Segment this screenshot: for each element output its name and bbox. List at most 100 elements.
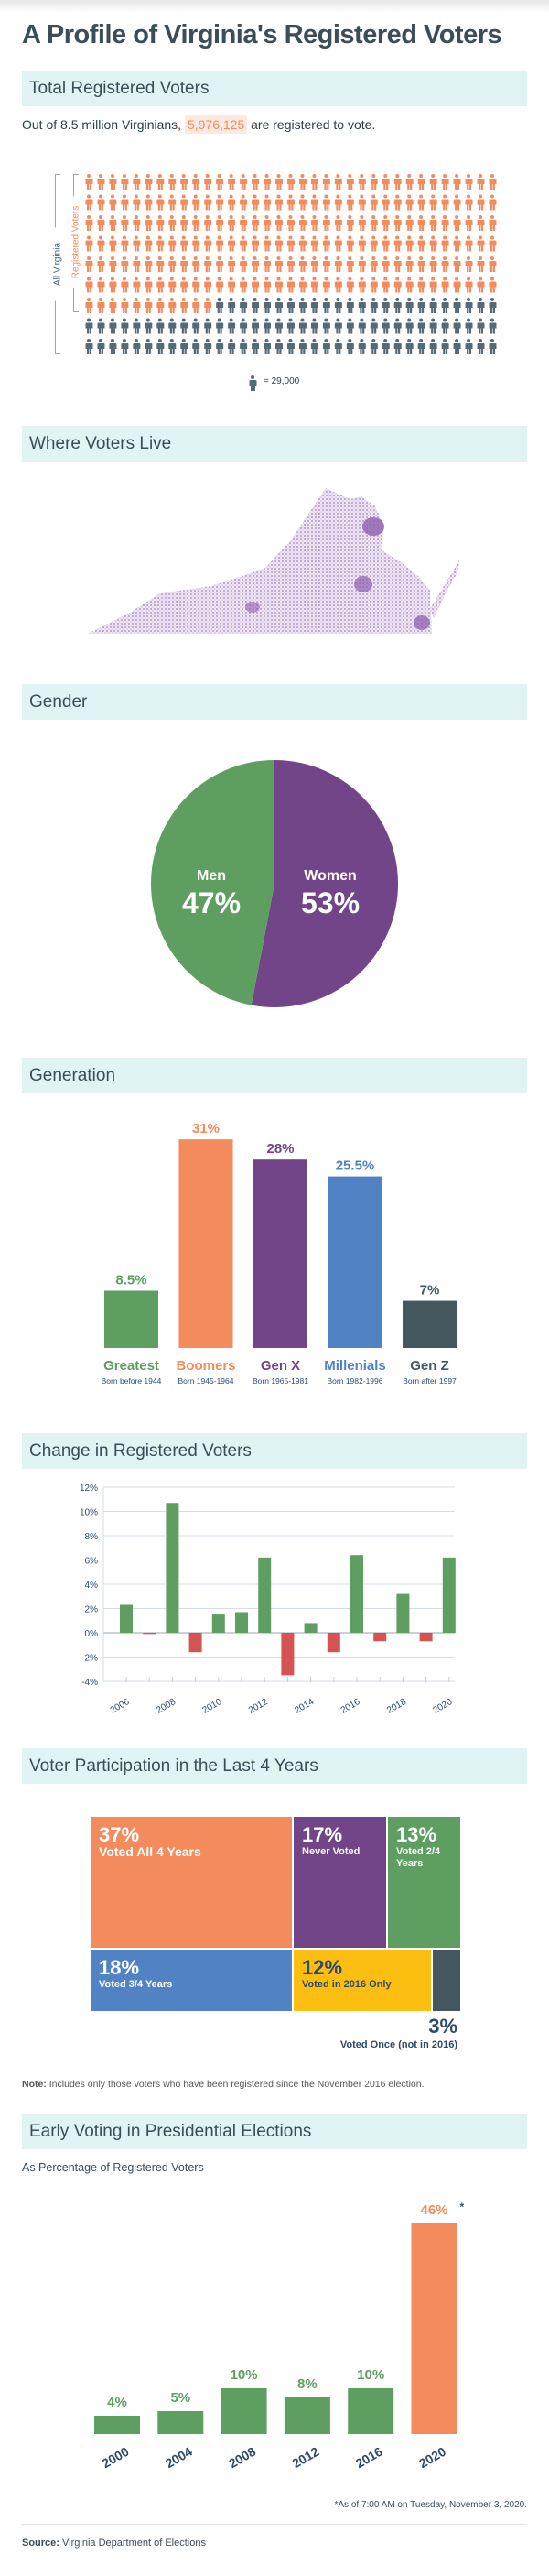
registered-voter-icon <box>393 235 402 252</box>
early-year-label: 2008 <box>226 2444 258 2472</box>
section-header-participation: Voter Participation in the Last 4 Years <box>22 1748 527 1784</box>
person-head <box>122 235 126 240</box>
registered-voter-icon <box>441 215 449 231</box>
person-head <box>110 339 114 342</box>
person-head <box>181 215 186 219</box>
person-head <box>169 235 174 240</box>
person-head <box>157 174 162 178</box>
x-tick-label: 2010 <box>201 1697 224 1716</box>
person-head <box>145 298 150 301</box>
registered-voter-icon <box>97 174 105 190</box>
registered-voter-icon <box>382 174 390 190</box>
person-head <box>360 215 364 219</box>
pie-label-men: Men <box>197 868 226 884</box>
person-body <box>370 220 378 231</box>
person-body <box>168 240 177 252</box>
non-registered-icon <box>275 318 284 334</box>
generation-value-label: 28% <box>266 1141 294 1157</box>
registered-voter-icon <box>275 277 284 293</box>
person-head <box>371 318 376 322</box>
top-shade <box>0 0 549 13</box>
person-head <box>157 298 162 301</box>
person-body <box>133 261 141 272</box>
person-body <box>286 240 295 252</box>
registered-voter-icon <box>441 256 449 272</box>
registered-voter-icon <box>489 256 497 272</box>
treemap-cell-voted-3-of-4: 18% Voted 3/4 Years <box>90 1949 293 2012</box>
person-body <box>240 322 248 334</box>
person-body <box>417 261 425 272</box>
person-head <box>229 194 233 199</box>
registered-voter-icon <box>145 235 153 252</box>
person-head <box>253 339 257 342</box>
person-body <box>358 281 366 293</box>
registered-voter-icon <box>346 256 354 272</box>
person-head <box>181 277 186 281</box>
person-head <box>419 277 424 281</box>
section-header-where: Where Voters Live <box>22 426 527 462</box>
person-head <box>169 194 174 199</box>
person-head <box>241 298 245 301</box>
x-tick-label: 2012 <box>247 1697 270 1716</box>
person-body <box>405 281 414 293</box>
registered-voter-icon <box>489 277 497 293</box>
registered-voter-icon <box>346 277 354 293</box>
registered-voter-icon <box>477 277 485 293</box>
y-tick-label: 12% <box>80 1484 98 1494</box>
person-head <box>276 318 281 322</box>
person-head <box>122 215 126 219</box>
person-body <box>286 343 295 354</box>
change-bar-2011 <box>235 1612 248 1633</box>
person-body <box>393 343 402 354</box>
person-head <box>360 256 364 260</box>
section-header-generation: Generation <box>22 1058 527 1093</box>
person-head <box>217 298 221 301</box>
person-body <box>133 343 141 354</box>
registered-voter-icon <box>168 235 177 252</box>
non-registered-icon <box>240 298 248 313</box>
non-registered-icon <box>286 339 295 354</box>
person-head <box>479 194 483 199</box>
footnote: *As of 7:00 AM on Tuesday, November 3, 2… <box>334 2500 528 2510</box>
person-body <box>429 343 437 354</box>
registered-voter-icon <box>417 277 425 293</box>
person-head <box>348 215 352 219</box>
non-registered-icon <box>264 339 272 354</box>
registered-voter-icon <box>109 298 117 313</box>
pie-slice-men <box>151 760 274 1005</box>
person-body <box>429 281 437 293</box>
early-value-label: 5% <box>170 2390 190 2406</box>
person-body <box>240 179 248 190</box>
registered-voter-icon <box>156 277 165 293</box>
person-body <box>85 302 93 313</box>
person-head <box>395 339 400 342</box>
registered-voter-icon <box>240 215 248 231</box>
person-head <box>87 174 91 178</box>
person-head <box>419 339 424 342</box>
non-registered-icon <box>286 318 295 334</box>
person-body <box>121 343 129 354</box>
person-body <box>429 322 437 334</box>
registered-voter-icon <box>298 256 307 272</box>
person-body <box>441 281 449 293</box>
registered-voter-icon <box>370 277 378 293</box>
registered-voter-icon <box>298 235 307 252</box>
person-head <box>134 318 138 322</box>
person-head <box>288 174 293 178</box>
person-head <box>312 298 317 301</box>
registered-voter-icon <box>204 277 212 293</box>
person-body <box>180 220 188 231</box>
person-body <box>453 179 461 190</box>
non-registered-icon <box>477 339 485 354</box>
person-head <box>360 235 364 240</box>
person-head <box>383 277 388 281</box>
non-registered-icon <box>382 318 390 334</box>
person-head <box>98 298 102 301</box>
person-head <box>264 194 269 199</box>
person-body <box>121 322 129 334</box>
person-head <box>395 215 400 219</box>
person-body <box>286 179 295 190</box>
person-body <box>264 281 272 293</box>
non-registered-icon <box>121 339 129 354</box>
non-registered-icon <box>216 339 224 354</box>
